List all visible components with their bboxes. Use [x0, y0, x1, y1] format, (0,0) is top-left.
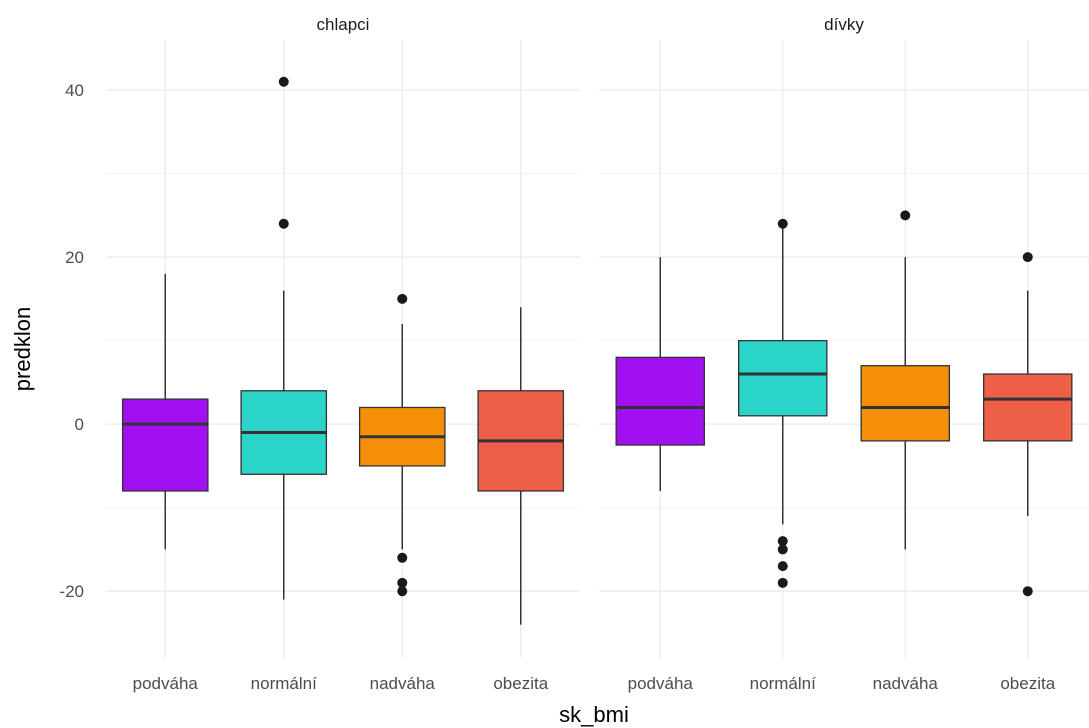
box: [121, 398, 209, 492]
outlier-point: [1022, 252, 1033, 263]
facet-label: dívky: [824, 15, 864, 34]
outlier-point: [278, 76, 289, 87]
x-axis-title: sk_bmi: [559, 702, 629, 727]
box: [615, 356, 706, 446]
outlier-point: [278, 218, 289, 229]
x-tick-label: obezita: [493, 674, 548, 693]
x-tick-label: podváha: [628, 674, 694, 693]
x-tick-label: podváha: [133, 674, 199, 693]
outlier-point: [397, 586, 408, 597]
outlier-point: [777, 561, 788, 572]
outlier-point: [777, 577, 788, 588]
x-tick-label: normální: [251, 674, 317, 693]
y-tick-label: 0: [75, 415, 84, 434]
outlier-point: [1022, 586, 1033, 597]
facet-label: chlapci: [317, 15, 370, 34]
x-tick-label: nadváha: [370, 674, 436, 693]
x-tick-label: normální: [750, 674, 816, 693]
x-tick-label: nadváha: [873, 674, 939, 693]
outlier-point: [777, 544, 788, 555]
outlier-point: [777, 536, 788, 547]
outlier-point: [397, 293, 408, 304]
outlier-point: [397, 577, 408, 588]
box: [738, 339, 828, 417]
box: [860, 365, 951, 442]
outlier-point: [397, 552, 408, 563]
outlier-point: [900, 210, 911, 221]
outlier-point: [777, 218, 788, 229]
x-tick-label: obezita: [1000, 674, 1055, 693]
y-tick-label: 20: [65, 248, 84, 267]
y-tick-label: 40: [65, 81, 84, 100]
box: [983, 373, 1073, 442]
y-axis-title: predklon: [10, 307, 35, 391]
y-tick-label: -20: [59, 582, 84, 601]
